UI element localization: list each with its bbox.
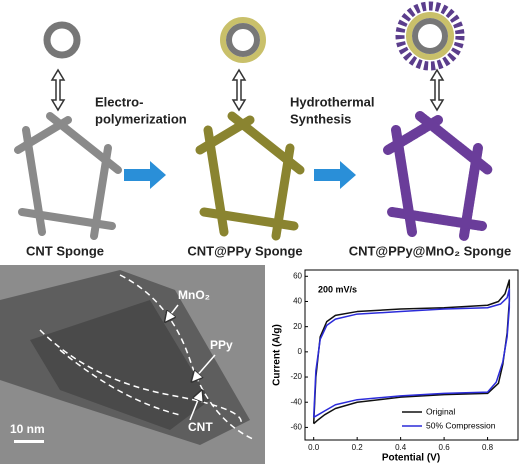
sponge-mno2 [388, 116, 488, 236]
x-tick-label: 0.6 [439, 443, 451, 452]
sponge-cnt [18, 116, 118, 236]
ring-cnt [43, 21, 81, 59]
y-tick-label: 60 [293, 271, 302, 280]
legend-label: 50% Compression [426, 420, 496, 430]
tem-label: PPy [210, 338, 233, 352]
x-tick-label: 0.4 [395, 443, 407, 452]
y-tick-label: -60 [290, 423, 302, 432]
x-tick-label: 0.8 [482, 443, 494, 452]
annotation: 200 mV/s [318, 284, 357, 294]
plot-frame [304, 269, 519, 441]
x-axis-label: Potential (V) [382, 453, 440, 464]
y-tick-label: 20 [293, 322, 302, 331]
cv-chart: 0.0 0.2 0.4 0.6 0.8 -60 -40 -20 0 20 40 60 Original 5… [290, 269, 519, 452]
tem-image [0, 265, 265, 464]
step-label: Hydrothermal [290, 94, 375, 109]
y-tick-label: 40 [293, 297, 302, 306]
tem-label: MnO₂ [178, 288, 210, 302]
ring-mno2 [395, 1, 465, 71]
legend-label: Original [426, 406, 455, 416]
cv-curve [312, 288, 511, 418]
tem-label: CNT [188, 420, 213, 434]
stage-label: CNT@PPy Sponge [187, 243, 302, 258]
step-label: Electro- [95, 94, 143, 109]
scale-bar-label: 10 nm [10, 422, 45, 436]
step-label: polymerization [95, 111, 187, 126]
ring-ppy [220, 17, 266, 63]
x-tick-label: 0.0 [308, 443, 320, 452]
y-tick-label: -40 [290, 397, 302, 406]
stage-label: CNT Sponge [26, 243, 104, 258]
stage-label: CNT@PPy@MnO₂ Sponge [349, 243, 512, 258]
y-tick-label: -20 [290, 372, 302, 381]
y-tick-label: 0 [298, 347, 303, 356]
process-arrows [124, 161, 356, 189]
x-tick-label: 0.2 [352, 443, 364, 452]
y-axis-label: Current (A/g) [272, 324, 283, 386]
step-label: Synthesis [290, 111, 351, 126]
double-arrows [50, 68, 445, 112]
cv-curve [312, 279, 511, 425]
sponge-ppy [200, 116, 300, 236]
